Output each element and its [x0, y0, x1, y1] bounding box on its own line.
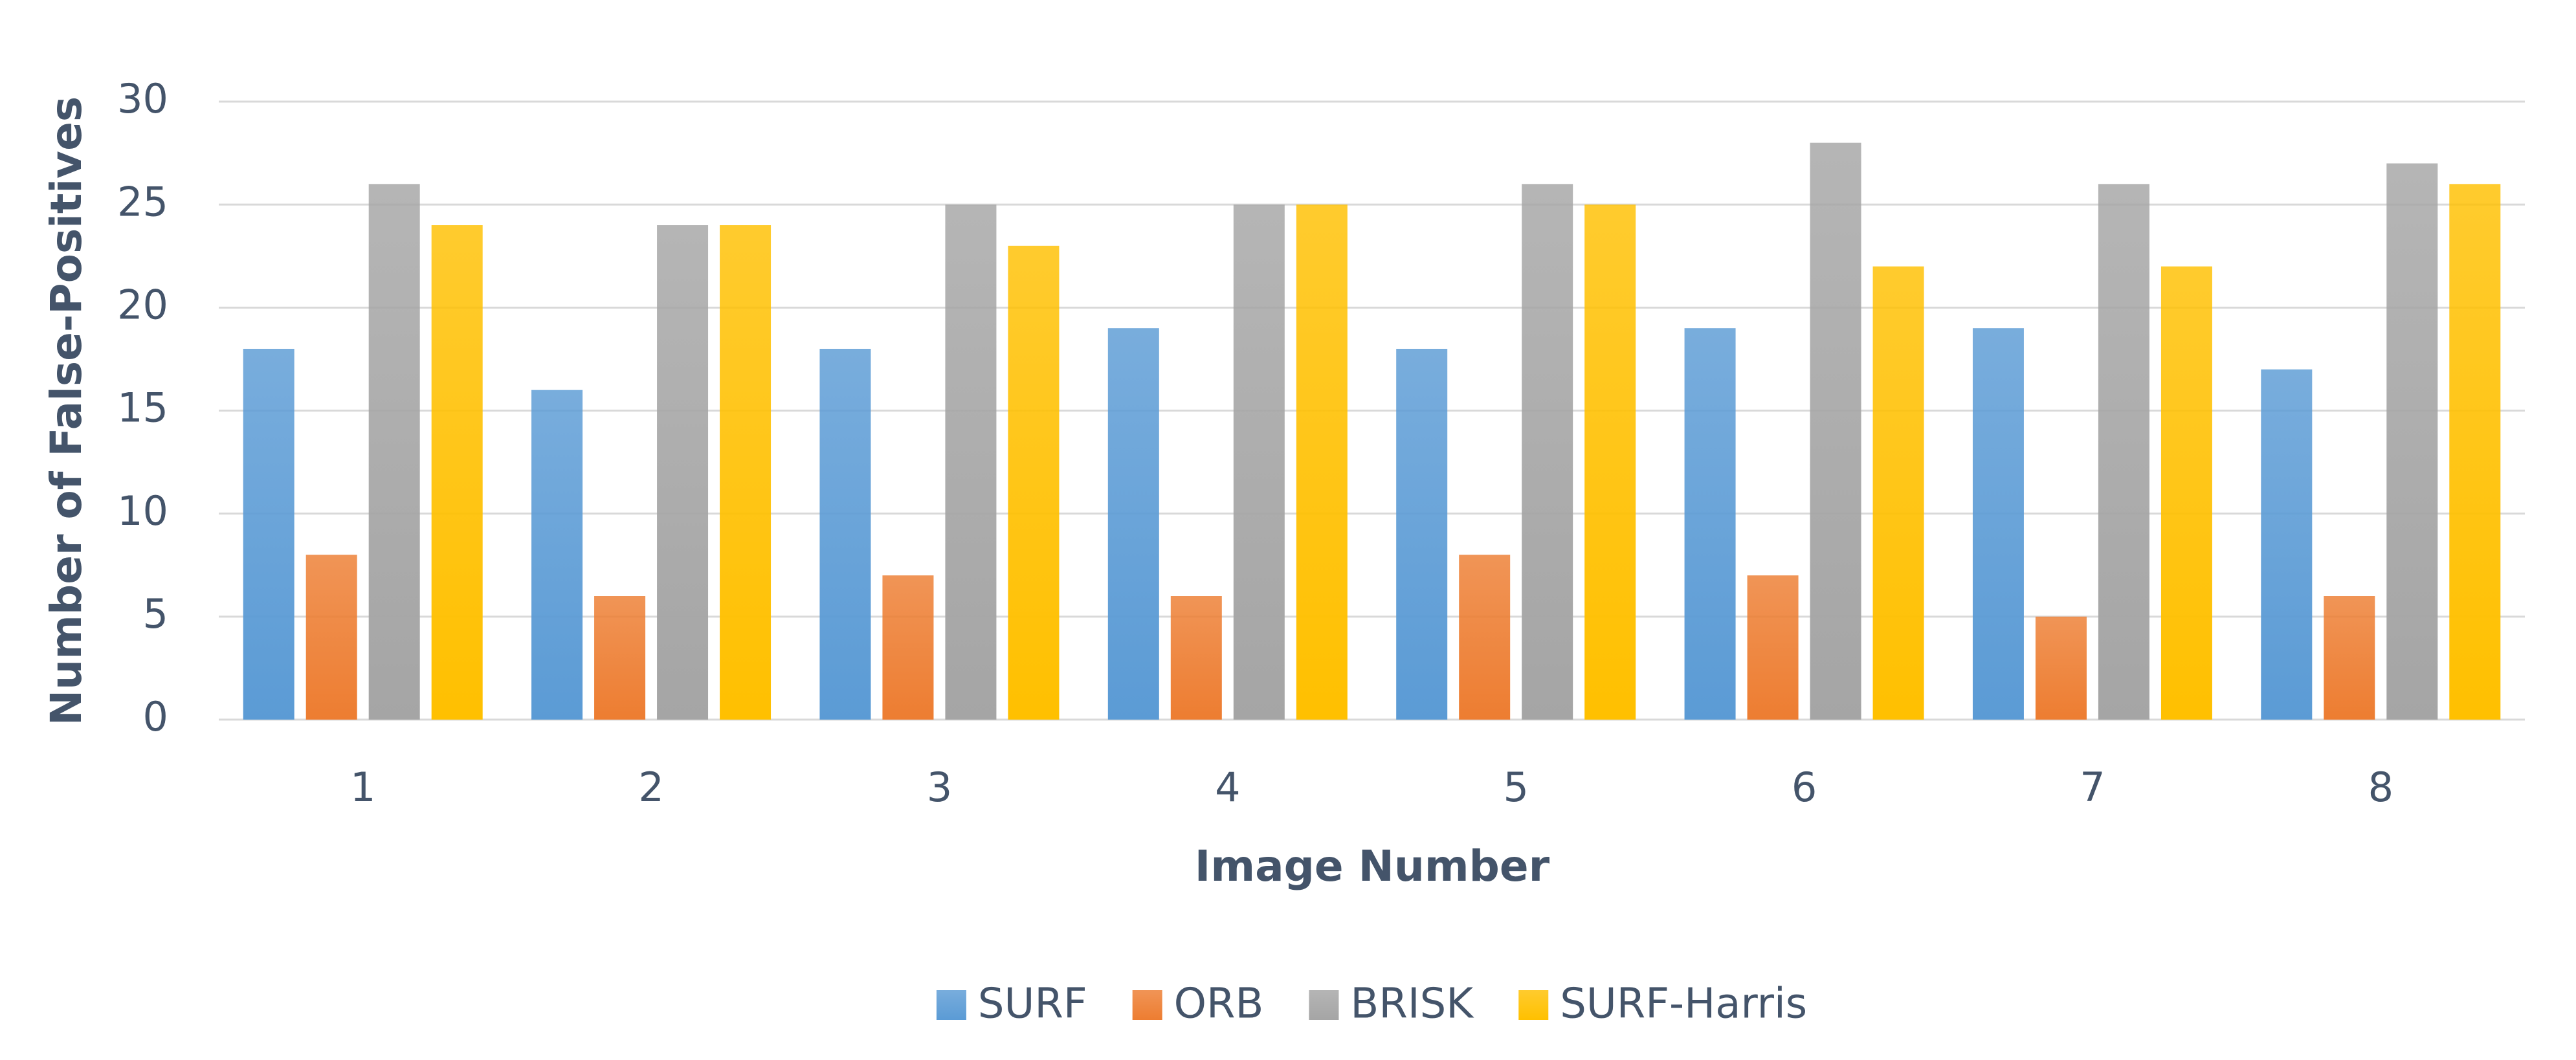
bar [1522, 184, 1573, 720]
bar [1684, 328, 1736, 720]
y-tick-label: 15 [117, 384, 168, 432]
y-tick-label: 10 [117, 487, 168, 535]
x-tick-label: 1 [350, 764, 375, 811]
bar [720, 225, 772, 720]
legend-label: SURF-Harris [1560, 980, 1807, 1028]
y-tick-label: 20 [117, 281, 168, 328]
bar [2098, 184, 2149, 720]
x-tick-label: 3 [927, 764, 952, 811]
legend-swatch [1309, 990, 1339, 1020]
bar [305, 555, 357, 720]
legend-label: BRISK [1350, 980, 1474, 1028]
y-tick-label: 0 [143, 693, 168, 740]
bar [1296, 204, 1348, 720]
x-tick-label: 8 [2368, 764, 2393, 811]
bar [882, 575, 934, 720]
bar [1810, 142, 1861, 720]
x-tick-label: 6 [1792, 764, 1817, 811]
bar [1396, 349, 1448, 720]
x-tick-label: 2 [638, 764, 663, 811]
bar [1170, 596, 1222, 720]
y-tick-label: 30 [117, 75, 168, 122]
x-tick-label: 5 [1503, 764, 1528, 811]
legend: SURF ORB BRISK SURF-Harris [936, 980, 1807, 1028]
bar [594, 596, 646, 720]
bar [2035, 616, 2087, 720]
bar [819, 349, 871, 720]
x-axis-title: Image Number [1195, 841, 1550, 891]
bar [2160, 266, 2212, 720]
bar [1747, 575, 1799, 720]
bar [657, 225, 709, 720]
legend-swatch [1132, 990, 1162, 1020]
bar [243, 349, 294, 720]
y-axis-title: Number of False-Positives [41, 96, 91, 725]
legend-swatch [1518, 990, 1549, 1020]
bar [1107, 328, 1159, 720]
y-tick-label: 25 [117, 178, 168, 225]
bar [1459, 555, 1511, 720]
bar [531, 390, 583, 720]
bar [1233, 204, 1285, 720]
bar [1008, 245, 1060, 720]
bar [431, 225, 483, 720]
bar [368, 184, 420, 720]
bar [1972, 328, 2024, 720]
x-tick-label: 7 [2080, 764, 2105, 811]
bar [1584, 204, 1636, 720]
bar [2261, 369, 2313, 720]
legend-label: SURF [978, 980, 1087, 1028]
bar [945, 204, 997, 720]
x-tick-label: 4 [1215, 764, 1240, 811]
legend-swatch [936, 990, 966, 1020]
bar [2449, 184, 2501, 720]
bar [1872, 266, 1924, 720]
legend-label: ORB [1174, 980, 1264, 1028]
y-tick-label: 5 [143, 590, 168, 637]
bar [2324, 596, 2375, 720]
bar [2386, 163, 2438, 720]
